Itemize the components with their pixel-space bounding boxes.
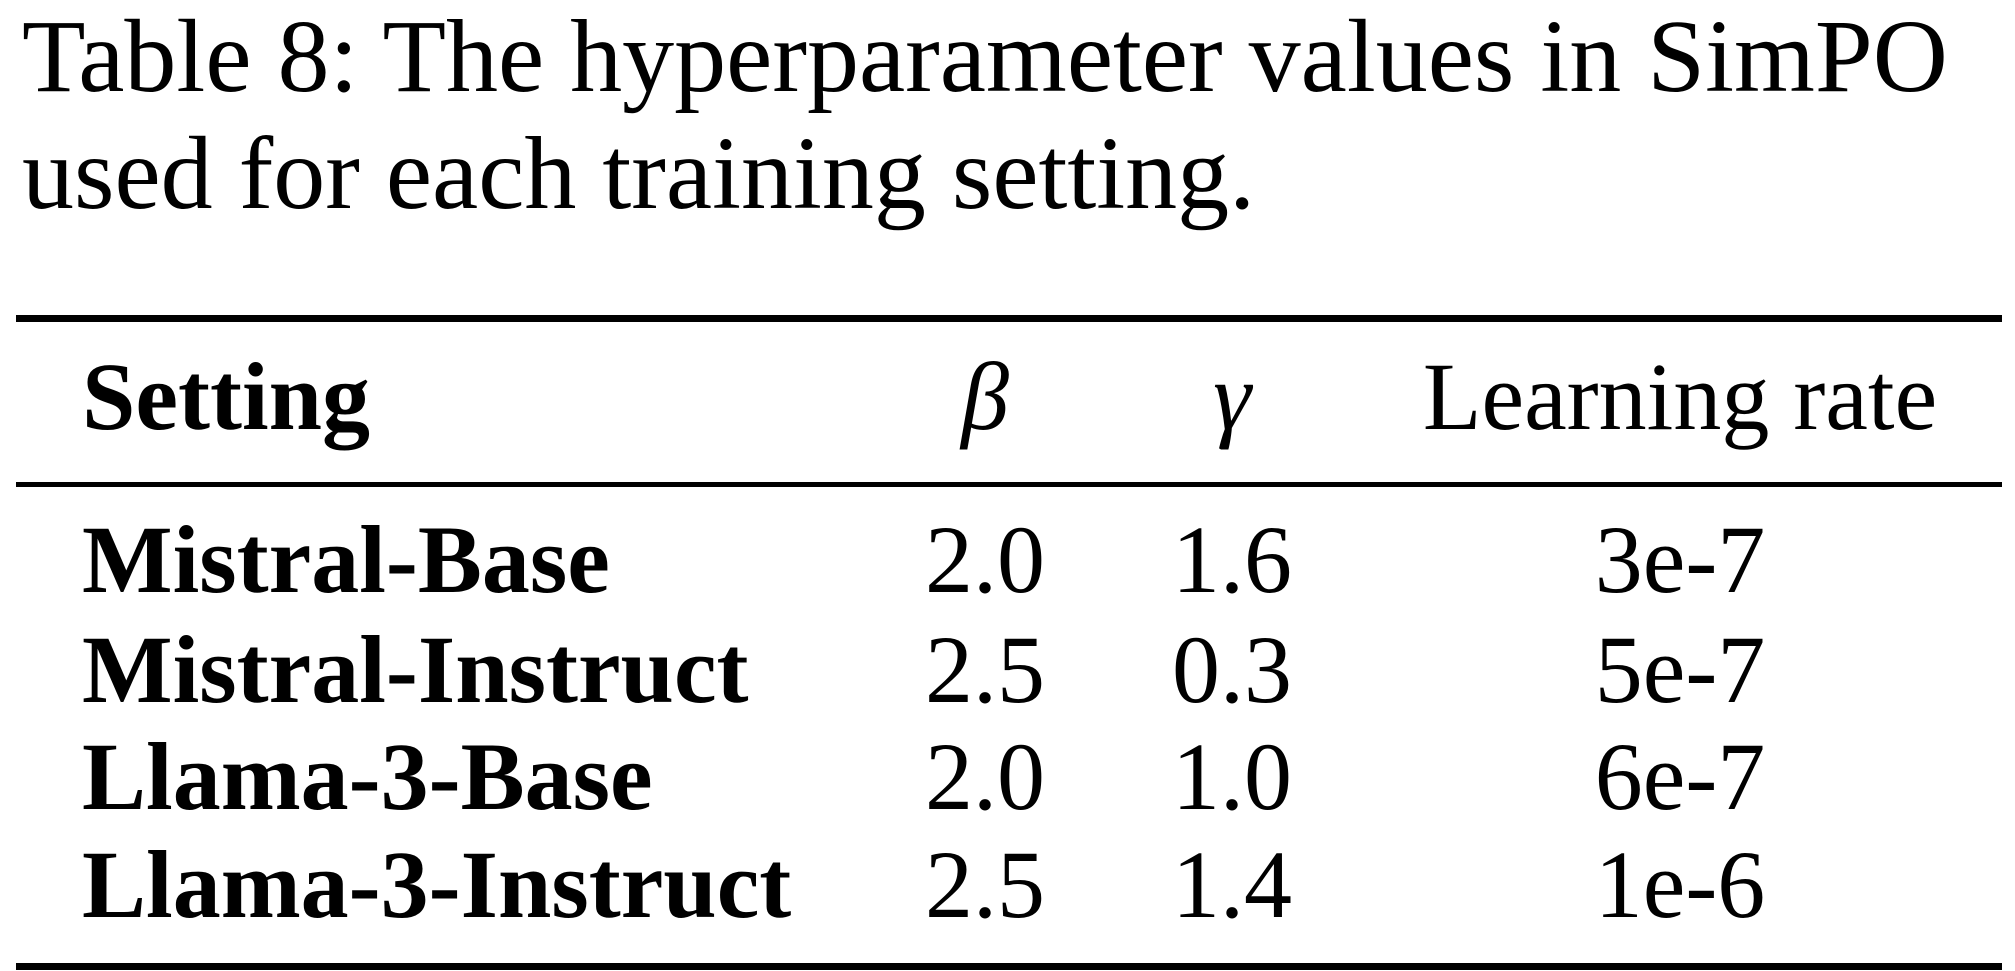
table-cell: 0.3 <box>1172 616 1292 723</box>
table-cell: 1.6 <box>1172 506 1292 613</box>
bottom-rule <box>16 963 2002 970</box>
table-cell: 5e-7 <box>1595 616 1766 723</box>
table-cell: 2.0 <box>925 723 1045 830</box>
caption-line: Table 8: The hyperparameter values in Si… <box>22 0 1948 114</box>
row-label: Llama-3-Instruct <box>82 831 791 938</box>
table-cell: 2.5 <box>925 831 1045 938</box>
row-label: Llama-3-Base <box>82 723 653 830</box>
table-cell: 1e-6 <box>1595 831 1766 938</box>
table-cell: 3e-7 <box>1595 506 1766 613</box>
top-rule <box>16 315 2002 322</box>
table-cell: 2.5 <box>925 616 1045 723</box>
table-cell: 1.4 <box>1172 831 1292 938</box>
header-cell: γ <box>1213 343 1253 450</box>
row-label: Mistral-Base <box>82 506 610 613</box>
header-cell: β <box>959 343 1009 450</box>
header-cell: Setting <box>82 343 370 450</box>
mid-rule <box>16 482 2002 487</box>
header-cell: Learning rate <box>1423 343 1937 450</box>
table-cell: 6e-7 <box>1595 723 1766 830</box>
table-cell: 1.0 <box>1172 723 1292 830</box>
row-label: Mistral-Instruct <box>82 616 749 723</box>
table-cell: 2.0 <box>925 506 1045 613</box>
caption-line: used for each training setting. <box>22 116 1255 231</box>
